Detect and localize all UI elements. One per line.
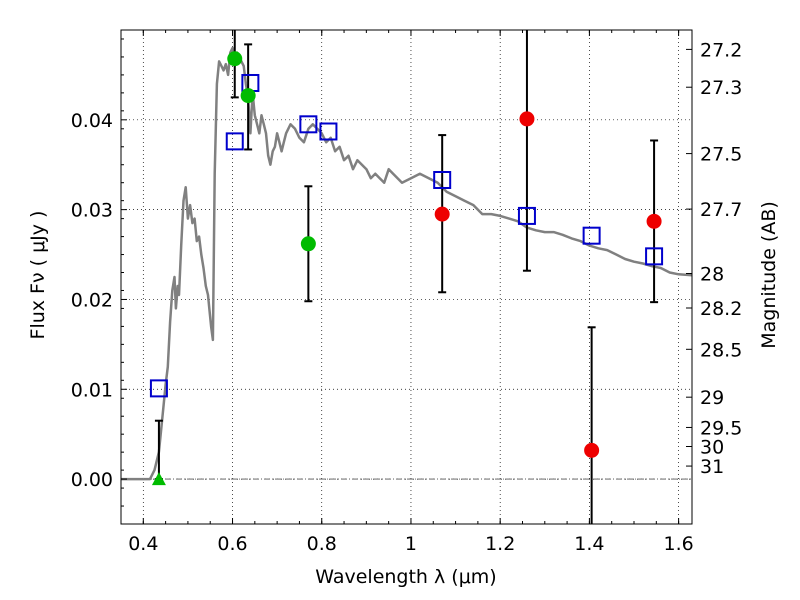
axis-ticks [121, 30, 692, 525]
model-photometry-square [517, 206, 536, 225]
plot-frame [120, 29, 693, 525]
observed-optical-point [227, 51, 243, 67]
y2-tick-label: 30 [700, 436, 724, 458]
model-photometry-square [225, 132, 244, 151]
y-tick-label: 0.02 [71, 289, 113, 311]
y2-tick-label: 29 [700, 387, 724, 409]
x-tick-label: 0.6 [217, 533, 247, 555]
y-tick-label: 0.04 [71, 110, 113, 132]
observed-nir-point [434, 206, 450, 222]
observed-optical-point [300, 236, 316, 252]
y-tick-label: 0.03 [71, 200, 113, 222]
y2-axis-title: Magnitude (AB) [758, 201, 780, 349]
model-photometry-square [149, 379, 168, 398]
model-photometry-square [582, 226, 601, 245]
y2-tick-label: 29.5 [700, 417, 742, 439]
grid-lines [121, 30, 692, 524]
model-photometry-square [433, 170, 452, 189]
x-tick-label: 1 [405, 533, 417, 555]
y-axis-title: Flux Fν ( μJy ) [27, 211, 49, 340]
observed-nir-point [584, 442, 600, 458]
y-tick-label: 0.01 [71, 379, 113, 401]
x-tick-label: 1.2 [485, 533, 515, 555]
observed-optical-point [240, 88, 256, 104]
y2-tick-label: 28.2 [700, 298, 742, 320]
x-tick-label: 0.8 [307, 533, 337, 555]
y2-tick-label: 27.5 [700, 144, 742, 166]
y2-tick-label: 27.3 [700, 77, 742, 99]
upper-limit-marker [151, 472, 166, 486]
model-sed-line [121, 46, 692, 481]
model-photometry-square [319, 122, 338, 141]
y2-tick-label: 27.2 [700, 39, 742, 61]
y2-tick-label: 28 [700, 263, 724, 285]
model-photometry-square [299, 115, 318, 134]
plot-area [121, 30, 692, 524]
top-markers [151, 472, 166, 486]
model-photometry-square [645, 247, 664, 266]
y2-tick-label: 28.5 [700, 339, 742, 361]
y-tick-label: 0.00 [71, 469, 113, 491]
y2-tick-label: 27.7 [700, 199, 742, 221]
y2-tick-label: 31 [700, 456, 724, 478]
x-tick-label: 1.4 [574, 533, 604, 555]
x-tick-label: 0.4 [128, 533, 158, 555]
observed-nir-point [519, 111, 535, 127]
x-tick-label: 1.6 [664, 533, 694, 555]
x-axis-title: Wavelength λ (μm) [315, 566, 496, 588]
observed-nir-point [646, 213, 662, 229]
